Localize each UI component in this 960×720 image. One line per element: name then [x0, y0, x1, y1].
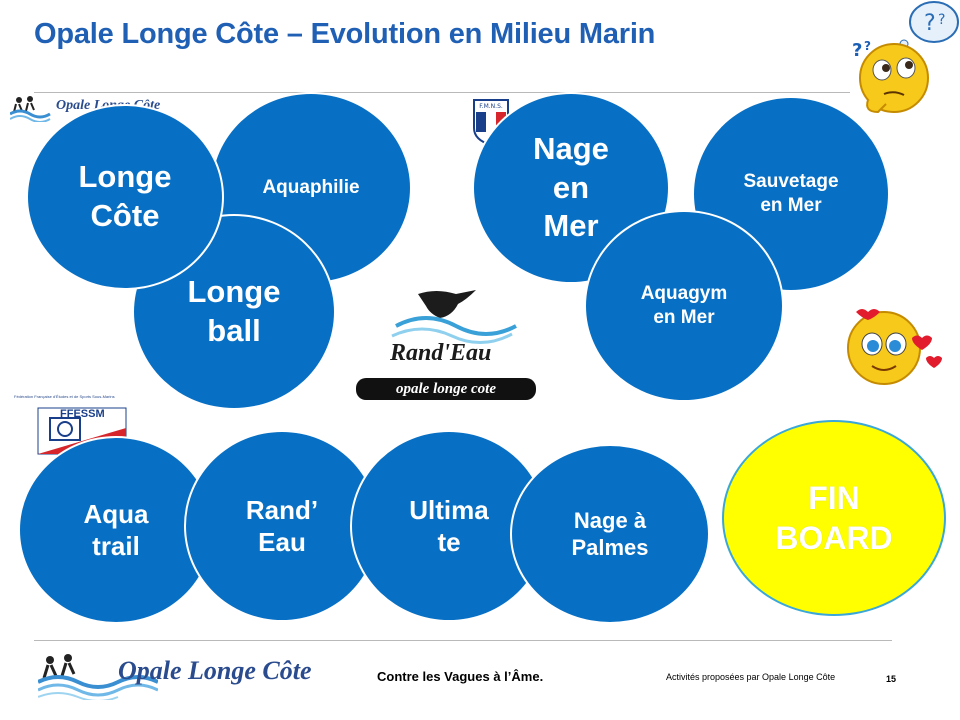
ffessm-caption: Fédération Française d'Études et de Spor…: [14, 394, 115, 399]
page-number: 15: [886, 674, 897, 684]
svg-text:?: ?: [864, 39, 871, 53]
activity-aqua-trail: Aqua trail: [18, 436, 214, 624]
svg-text:?: ?: [938, 12, 945, 28]
activity-nage-en-mer: Nage en Mer: [472, 92, 670, 284]
footer-credit: Activités proposées par Opale Longe Côte: [666, 672, 836, 682]
randeau-logo-banner: opale longe cote: [356, 378, 536, 400]
footer-slogan: Contre les Vagues à l’Âme.: [377, 669, 544, 684]
randeau-logo-text: Rand'Eau: [390, 340, 492, 366]
fmns-text: F.M.N.S.: [479, 103, 503, 110]
activity-rand-eau: Rand’ Eau: [184, 430, 380, 622]
activity-fin-board: FIN BOARD: [722, 420, 946, 616]
randeau-logo: Rand'Eau opale longe cote: [356, 286, 536, 404]
footer-logo: Opale Longe Côte: [38, 650, 338, 700]
in-love-emoji-icon: [842, 302, 946, 388]
svg-text:?: ?: [924, 11, 936, 36]
activity-aquagym-en-mer: Aquagym en Mer: [584, 210, 784, 402]
activity-longe-cote: Longe Côte: [26, 104, 224, 290]
footer-logo-text: Opale Longe Côte: [118, 656, 312, 685]
randeau-logo-sub: opale longe cote: [396, 381, 496, 397]
header-divider: [34, 92, 850, 93]
svg-text:?: ?: [852, 40, 862, 61]
activity-nage-a-palmes: Nage à Palmes: [510, 444, 710, 624]
slide-title: Opale Longe Côte – Evolution en Milieu M…: [34, 18, 656, 50]
footer-divider: [34, 640, 892, 641]
activity-longe-ball: Longe ball: [132, 214, 336, 410]
ffessm-text: FFESSM: [60, 408, 105, 420]
thinking-emoji-icon: ? ? ? ?: [846, 0, 960, 120]
